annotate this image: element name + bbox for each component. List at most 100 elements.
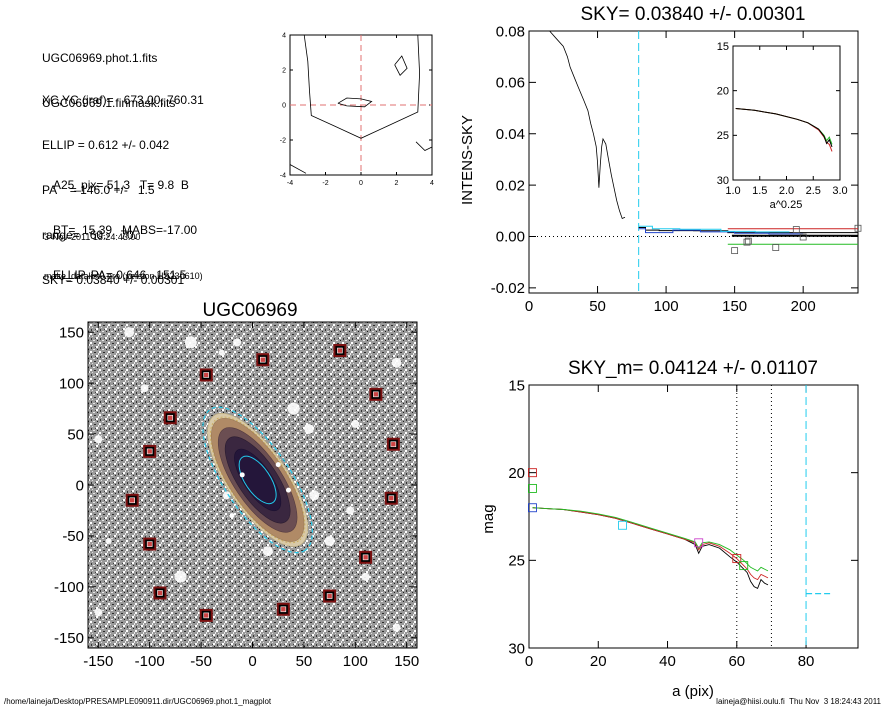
sky-box-center — [259, 356, 266, 363]
info-ellip-pa: ELLIP, PA= 0.646 151.5 — [53, 268, 187, 282]
mag-marker — [732, 554, 742, 564]
galaxy-knot — [275, 462, 281, 468]
footer-user: laineja@hiisi.oulu.fi Thu Nov 3 18:24:43… — [716, 697, 881, 706]
sky-box-center — [203, 612, 210, 619]
contour-ytick-label: 0 — [282, 102, 286, 109]
inset-bg — [733, 46, 840, 180]
inset-plot: 1.0 1.5 2.0 2.5 3.0 15 20 25 30 — [717, 41, 848, 197]
contour-ytick-label: -4 — [280, 172, 286, 179]
mag-ytick-label: 20 — [508, 465, 525, 482]
inset-xtick-label: 2.0 — [779, 185, 794, 197]
mag-marker — [739, 561, 749, 571]
info-pa: PA = 146.0 +/- 1.5 — [42, 183, 155, 197]
galaxy-ytick-label: 150 — [59, 324, 84, 341]
info-range: range= 60.- 70. — [42, 228, 138, 242]
mag-series-line — [532, 507, 769, 572]
galaxy-ytick-label: 0 — [76, 477, 84, 494]
galaxy-xtick-label: 0 — [248, 653, 256, 670]
mag-marker — [528, 503, 537, 513]
mag-marker — [528, 468, 537, 478]
galaxy-star — [105, 538, 112, 545]
sky-box-center — [388, 495, 395, 502]
galaxy-xtick-label: -100 — [135, 653, 165, 670]
info-bt: BT= 15.39 MABS=-17.00 — [53, 223, 198, 237]
info-xcyc: XC,YC (iraf)= 673.00, 760.31 — [42, 93, 204, 107]
info-ellip: ELLIP = 0.612 +/- 0.042 — [42, 138, 170, 152]
sky-ytick-label: 0.00 — [496, 229, 525, 246]
sky-ytick-label: 0.04 — [496, 126, 525, 143]
galaxy-image-panel: -150 -100 -50 0 50 100 150 -150 -100 -50 0 50 100 150 — [54, 321, 419, 670]
galaxy-outer-isophote — [209, 416, 306, 544]
galaxy-isophote — [234, 448, 282, 512]
sky-box-center — [129, 497, 136, 504]
sky-box-center — [167, 414, 174, 421]
galaxy-star — [94, 608, 103, 617]
info-a25: A25_pix= 51.3 T= 9.8 B — [53, 178, 189, 192]
galaxy-xtick-label: -50 — [190, 653, 212, 670]
sky-box-center — [362, 554, 369, 561]
galaxy-star — [391, 357, 402, 368]
inset-xlabel: a^0.25 — [770, 199, 803, 211]
info-program: make_datalist0.pro (version HS230610) — [44, 271, 203, 281]
galaxy-knot — [239, 472, 245, 478]
sky-marker — [854, 224, 862, 232]
sky-xtick-label: 0 — [525, 298, 533, 315]
mag-series-line — [532, 507, 769, 581]
sky-box-center — [146, 541, 153, 547]
mag-ytick-label: 15 — [508, 377, 525, 394]
sky-box-center — [337, 347, 343, 354]
sky-ytick-label: 0.08 — [496, 23, 525, 40]
sky-box-center — [326, 593, 333, 599]
footer-path: /home/laineja/Desktop/PRESAMPLE090911.di… — [4, 697, 272, 706]
galaxy-knot — [229, 513, 235, 519]
contour-xtick-label: 2 — [395, 180, 399, 187]
sky-box-center — [146, 448, 153, 455]
sky-frame — [528, 30, 859, 294]
mag-marker — [528, 483, 537, 493]
contour-ytick-label: 2 — [282, 67, 286, 74]
info-file2: UGC06969.1.finmask.fits — [42, 96, 176, 110]
mag-series-line — [532, 507, 769, 590]
sky-marker — [799, 233, 807, 241]
galaxy-ytick-label: 100 — [59, 375, 84, 392]
sky-box-center — [157, 590, 163, 596]
galaxy-star — [287, 402, 300, 415]
sky-ytick-label: 0.06 — [496, 75, 525, 92]
inset-ytick-label: 30 — [717, 175, 729, 187]
contour-plot: -4 -2 0 2 4 -4 -2 0 2 4 — [280, 32, 434, 187]
galaxy-star — [324, 536, 335, 547]
mag-plot-ylabel: mag — [480, 504, 497, 533]
galaxy-star — [184, 336, 197, 349]
galaxy-star — [392, 623, 401, 632]
galaxy-star — [140, 384, 149, 393]
sky-marker — [792, 226, 800, 233]
contour-xtick-label: -4 — [287, 180, 293, 187]
sky-box-center — [373, 391, 379, 398]
mag-marker — [618, 520, 627, 530]
sky-marker — [731, 247, 739, 255]
contour-line — [289, 164, 307, 174]
galaxy-ytick-label: -150 — [54, 630, 84, 647]
galaxy-star — [262, 546, 273, 557]
galaxy-star — [124, 327, 135, 338]
galaxy-inner-isophote — [238, 455, 277, 505]
sky-xtick-label: 150 — [722, 298, 747, 315]
galaxy-star — [346, 506, 355, 515]
galaxy-star — [94, 435, 103, 444]
galaxy-star — [309, 490, 320, 501]
contour-xtick-label: 4 — [430, 180, 434, 187]
galaxy-star — [174, 570, 187, 583]
sky-xtick-label: 200 — [791, 298, 816, 315]
galaxy-xtick-label: 150 — [394, 653, 419, 670]
mag-marker — [694, 538, 704, 548]
info-date: 3-Nov-2011 18:24:43.00 — [44, 232, 141, 242]
galaxy-xtick-label: 50 — [296, 653, 313, 670]
sky-marker — [744, 237, 752, 245]
mag-xtick-label: 0 — [525, 653, 533, 670]
mag-plot-xlabel: a (pix) — [672, 683, 714, 700]
sky-xtick-label: 50 — [589, 298, 606, 315]
inset-ytick-label: 20 — [717, 86, 729, 98]
sky-series-line — [638, 228, 804, 235]
sky-series-line — [638, 225, 790, 233]
inset-xtick-label: 1.5 — [752, 185, 767, 197]
